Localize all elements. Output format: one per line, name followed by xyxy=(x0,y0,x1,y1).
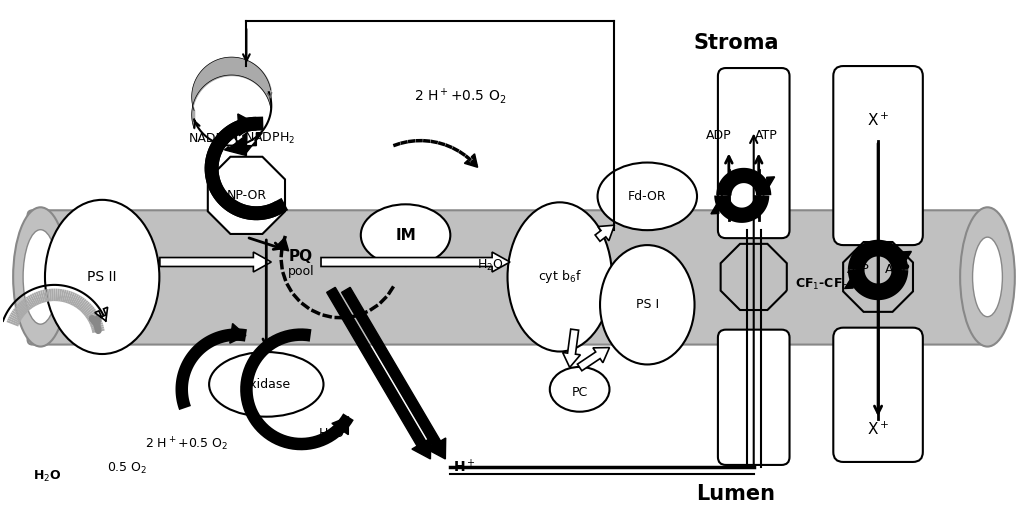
FancyArrow shape xyxy=(229,324,246,343)
Ellipse shape xyxy=(13,207,68,347)
FancyArrow shape xyxy=(887,251,911,270)
FancyBboxPatch shape xyxy=(718,68,790,238)
Text: NADPH$_2$: NADPH$_2$ xyxy=(244,131,295,146)
FancyArrow shape xyxy=(224,133,247,155)
Text: 2 H$^+$+0.5 O$_2$: 2 H$^+$+0.5 O$_2$ xyxy=(145,435,228,453)
FancyArrow shape xyxy=(321,252,510,272)
Ellipse shape xyxy=(600,245,694,365)
Text: PS II: PS II xyxy=(87,270,117,284)
FancyArrow shape xyxy=(751,177,774,196)
Text: CF$_1$-CF$_o$: CF$_1$-CF$_o$ xyxy=(796,277,849,292)
Ellipse shape xyxy=(550,367,609,412)
Ellipse shape xyxy=(961,207,1015,347)
FancyArrow shape xyxy=(230,133,262,153)
Ellipse shape xyxy=(209,352,324,417)
Text: 0.5 O$_2$: 0.5 O$_2$ xyxy=(106,461,147,476)
Text: NADP: NADP xyxy=(189,132,224,145)
Ellipse shape xyxy=(508,202,612,352)
FancyArrow shape xyxy=(562,329,581,367)
Text: PQ: PQ xyxy=(289,249,313,264)
Text: ADP: ADP xyxy=(707,129,732,142)
Text: ATP: ATP xyxy=(756,129,778,142)
Text: NP-OR: NP-OR xyxy=(226,189,266,202)
FancyBboxPatch shape xyxy=(834,66,923,245)
Ellipse shape xyxy=(45,200,160,354)
Text: PC: PC xyxy=(571,386,588,399)
Text: 2 H$^+$+0.5 O$_2$: 2 H$^+$+0.5 O$_2$ xyxy=(414,86,507,106)
FancyArrow shape xyxy=(595,225,614,241)
Ellipse shape xyxy=(360,204,451,266)
Text: Lumen: Lumen xyxy=(696,484,775,504)
Text: PS I: PS I xyxy=(636,298,658,311)
Text: cyt b$_6$f: cyt b$_6$f xyxy=(538,268,582,286)
FancyArrow shape xyxy=(95,307,108,321)
FancyBboxPatch shape xyxy=(834,328,923,462)
FancyBboxPatch shape xyxy=(28,210,992,345)
Text: pool: pool xyxy=(288,266,314,278)
FancyArrow shape xyxy=(332,417,348,435)
Text: ATP: ATP xyxy=(847,264,869,277)
Ellipse shape xyxy=(973,237,1002,317)
Polygon shape xyxy=(843,242,913,312)
Text: oxidase: oxidase xyxy=(243,378,291,391)
FancyArrow shape xyxy=(711,196,735,214)
FancyBboxPatch shape xyxy=(718,330,790,465)
FancyArrow shape xyxy=(275,238,289,251)
Text: Fd-OR: Fd-OR xyxy=(628,190,667,203)
Text: ADP: ADP xyxy=(885,264,910,277)
Text: H$_2$O: H$_2$O xyxy=(477,258,504,272)
Polygon shape xyxy=(721,244,786,310)
FancyArrow shape xyxy=(845,270,869,288)
Text: H$^+$: H$^+$ xyxy=(454,458,476,475)
Polygon shape xyxy=(208,157,285,234)
Text: X$^+$: X$^+$ xyxy=(867,421,889,438)
Ellipse shape xyxy=(24,230,58,324)
Text: H$_2$O: H$_2$O xyxy=(317,426,344,442)
Text: X$^+$: X$^+$ xyxy=(867,112,889,130)
Text: Stroma: Stroma xyxy=(693,33,779,53)
Ellipse shape xyxy=(598,162,697,230)
FancyArrow shape xyxy=(238,114,256,136)
FancyArrow shape xyxy=(160,252,271,272)
Text: H$_2$O: H$_2$O xyxy=(33,470,61,484)
FancyArrow shape xyxy=(327,287,431,459)
FancyArrow shape xyxy=(342,287,445,459)
FancyArrow shape xyxy=(578,347,609,371)
FancyArrow shape xyxy=(465,154,477,167)
Text: IM: IM xyxy=(395,228,416,242)
